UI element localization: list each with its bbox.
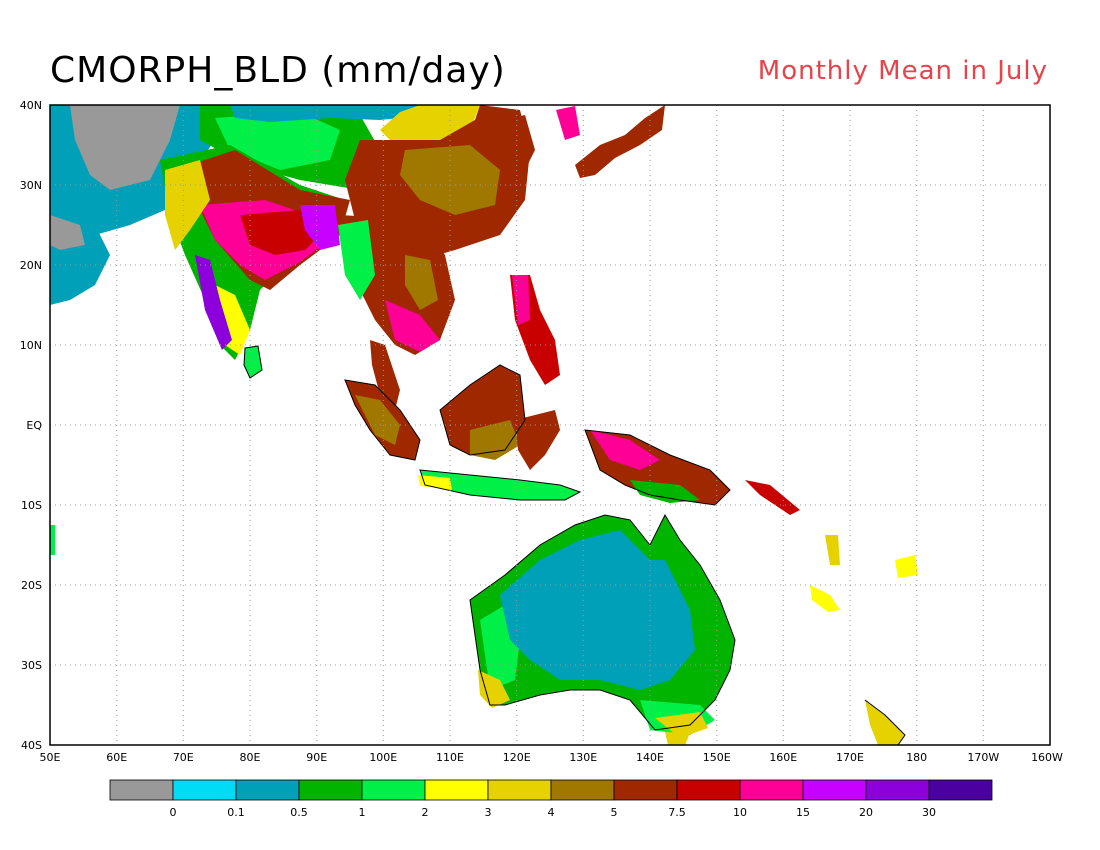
colorbar-swatch (928, 779, 993, 801)
lat-label: 10S (21, 499, 42, 512)
colorbar-swatch (802, 779, 867, 801)
lat-label: 10N (20, 339, 42, 352)
region-korea (505, 115, 535, 170)
colorbar-label: 20 (859, 806, 873, 819)
region-madagascar-coast (50, 525, 55, 555)
lon-label: 110E (436, 751, 464, 764)
region-australia-dry (500, 530, 695, 690)
lon-label: 160E (769, 751, 797, 764)
colorbar-label: 7.5 (668, 806, 686, 819)
coastlines (243, 345, 906, 745)
colorbar-label: 2 (422, 806, 429, 819)
lon-label: 130E (569, 751, 597, 764)
lon-label: 100E (369, 751, 397, 764)
region-bangladesh (300, 205, 340, 250)
region-japan (575, 105, 665, 178)
region-australia-se-yellow (655, 712, 708, 738)
lon-label: 70E (173, 751, 194, 764)
region-new-caledonia (810, 585, 840, 612)
region-arabia-gray (50, 215, 85, 250)
lat-label: 40S (21, 739, 42, 752)
lat-label: 30S (21, 659, 42, 672)
region-japan-north (556, 106, 580, 140)
colorbar-swatch (613, 779, 678, 801)
map-title: CMORPH_BLD (mm/day) (50, 50, 506, 91)
lat-label: EQ (26, 419, 42, 432)
colorbar-label: 0 (170, 806, 177, 819)
region-borneo-olive (470, 420, 520, 460)
colorbar-label: 30 (922, 806, 936, 819)
region-tarim-gray (70, 105, 180, 190)
lon-label: 170E (836, 751, 864, 764)
precipitation-field (50, 105, 918, 745)
colorbar-label: 1 (359, 806, 366, 819)
colorbar-swatch (739, 779, 804, 801)
colorbar-label: 4 (548, 806, 555, 819)
lon-label: 170W (967, 751, 999, 764)
lon-label: 80E (240, 751, 261, 764)
colorbar-legend: 0 0.1 0.5 1 2 3 4 5 7.5 10 15 20 30 (109, 779, 993, 819)
lat-label: 30N (20, 179, 42, 192)
lat-label: 20S (21, 579, 42, 592)
colorbar-swatch (487, 779, 552, 801)
colorbar-label: 0.5 (290, 806, 308, 819)
lon-label: 50E (40, 751, 61, 764)
map-gridlines (50, 105, 1050, 745)
region-fiji (895, 555, 918, 578)
colorbar-label: 10 (733, 806, 747, 819)
map-frame (49, 104, 1051, 746)
region-pakistan (165, 160, 210, 250)
region-newguinea-green (630, 480, 700, 503)
region-srilanka (244, 346, 262, 378)
colorbar-label: 15 (796, 806, 810, 819)
region-sumatra-olive (355, 395, 400, 445)
region-mongolia-cyan (230, 105, 440, 122)
region-sulawesi (515, 410, 560, 470)
region-india-westghats (195, 255, 232, 350)
region-newguinea-magenta (590, 430, 660, 470)
colorbar-label: 5 (611, 806, 618, 819)
latitude-labels: 40N 30N 20N 10N EQ 10S 20S 30S 40S (20, 99, 43, 752)
region-myanmar-green (338, 220, 375, 300)
region-java-yellow (418, 475, 452, 490)
lon-label: 120E (503, 751, 531, 764)
lon-label: 60E (106, 751, 127, 764)
lon-label: 160W (1031, 751, 1063, 764)
colorbar-swatch (676, 779, 741, 801)
colorbar-swatch (550, 779, 615, 801)
region-tasmania (665, 732, 690, 745)
lat-label: 40N (20, 99, 42, 112)
lon-label: 150E (703, 751, 731, 764)
region-philippines-magenta (512, 275, 530, 325)
colorbar-swatch (361, 779, 426, 801)
colorbar-swatch (235, 779, 300, 801)
colorbar-swatch (298, 779, 363, 801)
region-vanuatu (825, 535, 840, 565)
colorbar-swatch (865, 779, 930, 801)
colorbar-swatch (109, 779, 174, 801)
region-australia-southwest (478, 670, 510, 708)
lat-label: 20N (20, 259, 42, 272)
longitude-labels: 50E 60E 70E 80E 90E 100E 110E 120E 130E … (40, 751, 1064, 764)
region-thailand-olive (405, 255, 438, 310)
map-subtitle: Monthly Mean in July (757, 56, 1048, 86)
colorbar-swatch (172, 779, 237, 801)
region-indochina-magenta (385, 300, 440, 352)
lon-label: 90E (306, 751, 327, 764)
colorbar-swatch (424, 779, 489, 801)
region-solomons (745, 480, 800, 515)
lon-label: 180 (906, 751, 927, 764)
region-new-zealand (865, 700, 905, 745)
region-malay (370, 340, 400, 410)
colorbar-label: 3 (485, 806, 492, 819)
lon-label: 140E (636, 751, 664, 764)
colorbar-label: 0.1 (227, 806, 245, 819)
